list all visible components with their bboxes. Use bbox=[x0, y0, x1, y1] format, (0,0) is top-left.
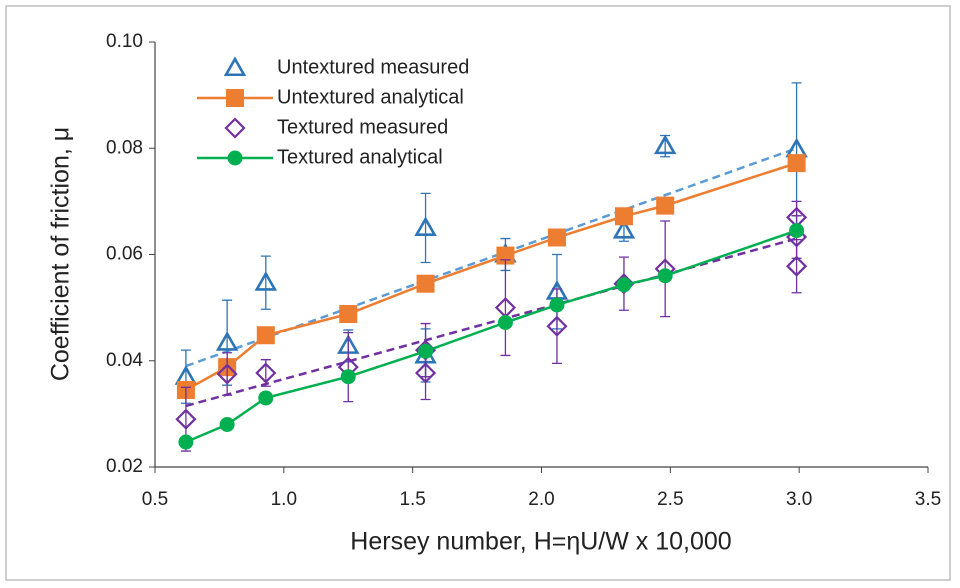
diamond-marker bbox=[414, 362, 437, 384]
y-tick-label: 0.06 bbox=[106, 244, 143, 265]
circle-marker bbox=[497, 315, 513, 330]
diamond-marker bbox=[786, 255, 808, 277]
square-marker bbox=[256, 326, 275, 345]
x-tick-label: 1.5 bbox=[399, 489, 425, 510]
triangle-marker bbox=[223, 56, 247, 77]
circle-marker bbox=[549, 297, 565, 313]
x-tick-label: 3.5 bbox=[915, 489, 941, 510]
triangle-marker bbox=[612, 218, 636, 239]
y-tick-label: 0.10 bbox=[106, 31, 143, 52]
y-tick-label: 0.02 bbox=[106, 456, 143, 477]
error-bar bbox=[260, 255, 271, 310]
square-marker bbox=[226, 89, 244, 107]
legend-label: Textured measured bbox=[277, 116, 448, 138]
circle-marker bbox=[219, 417, 235, 432]
diamond-marker bbox=[546, 315, 568, 337]
square-marker bbox=[339, 305, 358, 323]
circle-marker bbox=[178, 434, 194, 450]
error-bar bbox=[222, 352, 233, 396]
x-tick-label: 0.5 bbox=[142, 489, 168, 510]
square-marker bbox=[416, 274, 435, 293]
legend-label: Untextured analytical bbox=[277, 86, 464, 108]
x-axis-title: Hersey number, H=ηU/W x 10,000 bbox=[350, 528, 731, 556]
series-line bbox=[185, 161, 797, 392]
triangle-marker bbox=[653, 134, 677, 155]
circle-marker bbox=[227, 150, 243, 166]
error-bar bbox=[500, 259, 511, 357]
circle-marker bbox=[340, 369, 356, 385]
circle-marker bbox=[789, 223, 805, 239]
error-bar bbox=[420, 192, 431, 264]
circle-marker bbox=[657, 268, 673, 284]
circle-marker bbox=[616, 277, 632, 293]
legend-label: Untextured measured bbox=[277, 56, 469, 78]
y-tick-label: 0.04 bbox=[106, 350, 143, 371]
x-tick-label: 2.5 bbox=[657, 489, 683, 510]
square-marker bbox=[787, 154, 806, 173]
triangle-marker bbox=[254, 271, 278, 291]
legend-label: Textured analytical bbox=[277, 146, 443, 168]
x-tick-label: 2.0 bbox=[528, 489, 554, 510]
diamond-marker bbox=[216, 363, 238, 385]
square-marker bbox=[656, 196, 675, 215]
square-marker bbox=[614, 207, 633, 226]
diamond-marker bbox=[255, 362, 277, 384]
series-line bbox=[185, 229, 797, 444]
y-tick-label: 0.08 bbox=[106, 137, 143, 158]
triangle-marker bbox=[215, 331, 239, 351]
square-marker bbox=[547, 228, 566, 247]
diamond-marker bbox=[175, 408, 197, 430]
circle-marker bbox=[418, 343, 434, 359]
x-tick-label: 3.0 bbox=[786, 489, 812, 510]
circle-marker bbox=[258, 390, 274, 406]
error-bar bbox=[343, 331, 354, 403]
x-tick-label: 1.0 bbox=[271, 489, 297, 510]
triangle-marker bbox=[414, 216, 437, 236]
diamond-marker bbox=[224, 117, 246, 139]
y-axis-title: Coefficient of friction, μ bbox=[47, 127, 75, 381]
